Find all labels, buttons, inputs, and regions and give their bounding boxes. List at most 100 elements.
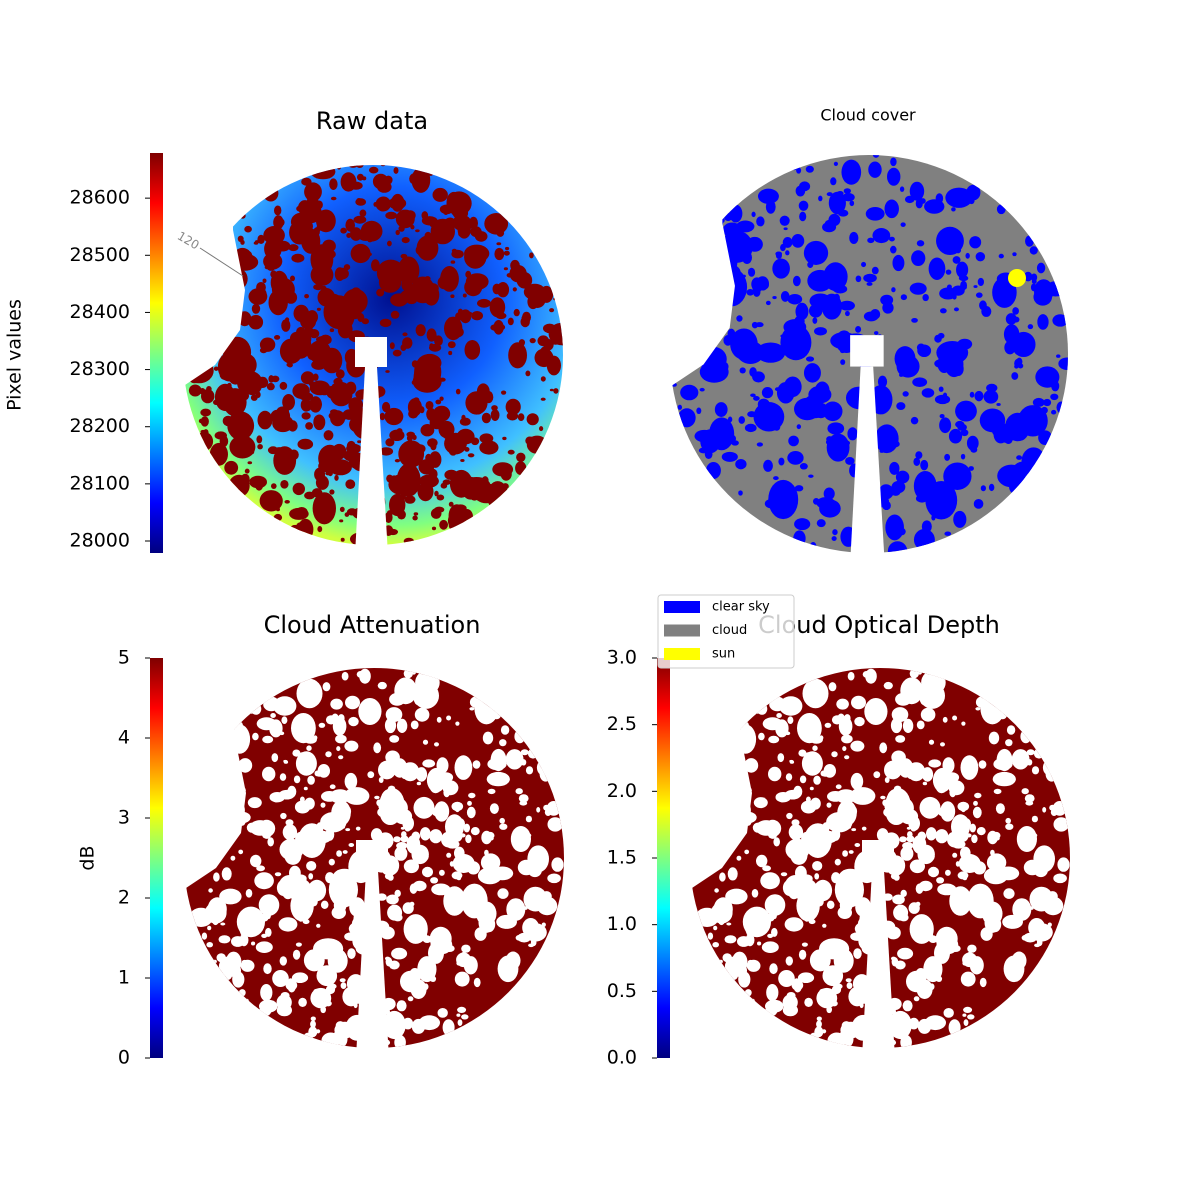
cloud-patch	[289, 507, 309, 520]
cloud-patch	[486, 771, 510, 787]
cloud-patch	[699, 387, 705, 392]
colorbar-tick-label: 28000	[70, 530, 130, 552]
cloud-patch	[992, 276, 1017, 308]
cloud-patch	[802, 678, 829, 709]
cloud-patch	[1021, 788, 1029, 795]
cloud-patch	[315, 770, 324, 777]
cloud-patch	[466, 806, 476, 819]
cloud-patch	[724, 936, 731, 943]
cloud-patch	[376, 288, 385, 297]
cloud-patch	[328, 858, 335, 866]
colorbar	[150, 658, 163, 1058]
cloud-patch	[979, 977, 987, 988]
cloud-patch	[815, 863, 820, 870]
sky-image	[630, 608, 1070, 1058]
cloud-patch	[305, 422, 313, 430]
cloud-patch	[678, 408, 696, 428]
cloud-patch	[530, 938, 537, 947]
cloud-patch	[448, 817, 462, 837]
cloud-patch	[922, 293, 929, 302]
cloud-patch	[248, 254, 253, 258]
cloud-patch	[512, 287, 517, 292]
cloud-patch	[944, 531, 952, 536]
cloud-patch	[899, 836, 907, 843]
cloud-patch	[898, 953, 903, 958]
cloud-patch	[916, 720, 925, 730]
cloud-patch	[310, 1016, 316, 1022]
cloud-patch	[325, 301, 345, 323]
cloud-patch	[794, 485, 804, 492]
cloud-patch	[975, 292, 983, 298]
cloud-patch	[770, 696, 785, 710]
cloud-patch	[467, 453, 475, 458]
cloud-patch	[260, 1001, 272, 1016]
cloud-patch	[515, 461, 527, 475]
cloud-patch	[826, 812, 853, 833]
cloud-patch	[838, 716, 853, 736]
colorbar-tick-label: 28300	[70, 358, 130, 380]
cloud-patch	[898, 761, 908, 768]
cloud-patch	[436, 494, 445, 501]
sky-image	[124, 608, 564, 1058]
cloud-patch	[974, 792, 982, 799]
cloud-patch	[414, 354, 442, 390]
cloud-patch	[855, 326, 862, 333]
cloud-patch	[462, 477, 491, 494]
cloud-patch	[713, 925, 718, 931]
cloud-patch	[784, 875, 807, 899]
cloud-patch	[961, 721, 966, 726]
cloud-patch	[209, 442, 228, 466]
cloud-patch	[960, 971, 976, 987]
cloud-patch	[915, 883, 924, 894]
cloud-patch	[772, 258, 790, 279]
cloud-patch	[400, 493, 406, 500]
cloud-patch	[1025, 235, 1034, 247]
cloud-patch	[327, 470, 333, 477]
colorbar-tick-label: 3.0	[607, 647, 637, 669]
cloud-patch	[405, 827, 411, 832]
cloud-patch	[206, 942, 213, 948]
cloud-patch	[335, 1021, 345, 1031]
cloud-patch	[319, 334, 332, 345]
cloud-patch	[775, 719, 789, 738]
cloud-patch	[1053, 283, 1065, 297]
cloud-patch	[822, 1029, 827, 1034]
cloud-patch	[928, 739, 935, 745]
cloud-patch	[845, 456, 855, 465]
cloud-patch	[303, 949, 325, 972]
cloud-patch	[449, 861, 454, 867]
cloud-patch	[499, 823, 508, 830]
cloud-patch	[912, 865, 921, 873]
cloud-patch	[549, 308, 555, 313]
cloud-patch	[812, 745, 818, 751]
cloud-patch	[500, 725, 510, 735]
cloud-patch	[291, 253, 305, 263]
cloud-patch	[547, 873, 561, 884]
cloud-patch	[1056, 354, 1061, 358]
cloud-patch	[308, 216, 314, 221]
cloud-patch	[769, 963, 778, 975]
cloud-patch	[842, 850, 848, 857]
cloud-patch	[446, 715, 452, 721]
cloud-patch	[952, 852, 958, 858]
cloud-patch	[280, 480, 289, 489]
cloud-patch	[310, 264, 334, 286]
cloud-patch	[830, 177, 837, 186]
cloud-patch	[915, 901, 921, 907]
cloud-patch	[403, 537, 415, 545]
cloud-patch	[948, 1019, 961, 1036]
cloud-patch	[348, 788, 367, 801]
cloud-patch	[762, 865, 771, 872]
cloud-patch	[481, 830, 492, 845]
cloud-patch	[229, 349, 235, 357]
cloud-patch	[269, 719, 283, 738]
cloud-patch	[973, 498, 984, 509]
cloud-patch	[436, 716, 442, 723]
cloud-patch	[768, 766, 782, 782]
cloud-patch	[721, 451, 738, 462]
cloud-patch	[978, 760, 987, 769]
cloud-patch	[810, 735, 823, 744]
cloud-patch	[295, 751, 317, 776]
polar-grid-line	[199, 247, 244, 277]
cloud-patch	[346, 508, 358, 516]
